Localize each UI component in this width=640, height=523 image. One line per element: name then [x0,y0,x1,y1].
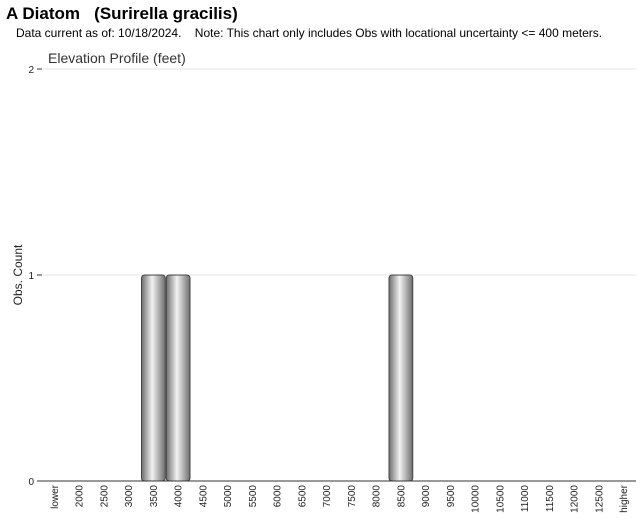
x-tick-label: 9500 [446,485,457,508]
x-tick-label: 10500 [495,485,506,513]
x-tick-label: 2000 [75,485,86,508]
gridlines [42,68,636,276]
x-tick-label: 12000 [570,485,581,513]
y-tick-label: 2 [28,65,34,76]
bar-4000 [165,274,191,482]
x-tick-label: higher [619,484,630,512]
x-tick-label: 12500 [594,485,605,513]
y-axis-label: Obs. Count [11,244,25,305]
x-tick-label: 3500 [149,485,160,508]
y-tick-label: 0 [28,477,34,488]
x-tick-label: lower [50,484,61,509]
x-tick-label: 5000 [223,485,234,508]
x-tick-label: 6500 [297,485,308,508]
x-tick-label: 4500 [198,485,209,508]
axes: 0 1 2 lower 2000 2500 3000 3500 4000 4500 5000 5500… [28,65,636,513]
bars [140,274,414,482]
x-tick-label: 7500 [347,485,358,508]
x-tick-label: 10000 [471,485,482,513]
x-tick-label: 3000 [124,485,135,508]
x-tick-label: 11500 [545,485,556,513]
x-tick-label: 11000 [520,485,531,513]
chart-title: Elevation Profile (feet) [48,50,186,66]
x-tick-label: 9000 [421,485,432,508]
bar-3500 [140,274,166,482]
x-tick-label: 4000 [174,485,185,508]
x-tick-label: 2500 [99,485,110,508]
x-tick-label: 8000 [372,485,383,508]
x-tick-label: 7000 [322,485,333,508]
bar-8500 [388,274,414,482]
data-note: Data current as of: 10/18/2024. Note: Th… [16,26,603,40]
x-tick-label: 8500 [396,485,407,508]
page-title: A Diatom (Surirella gracilis) [6,4,238,23]
x-tick-label: 5500 [248,485,259,508]
y-tick-label: 1 [28,271,34,282]
x-tick-label: 6000 [273,485,284,508]
